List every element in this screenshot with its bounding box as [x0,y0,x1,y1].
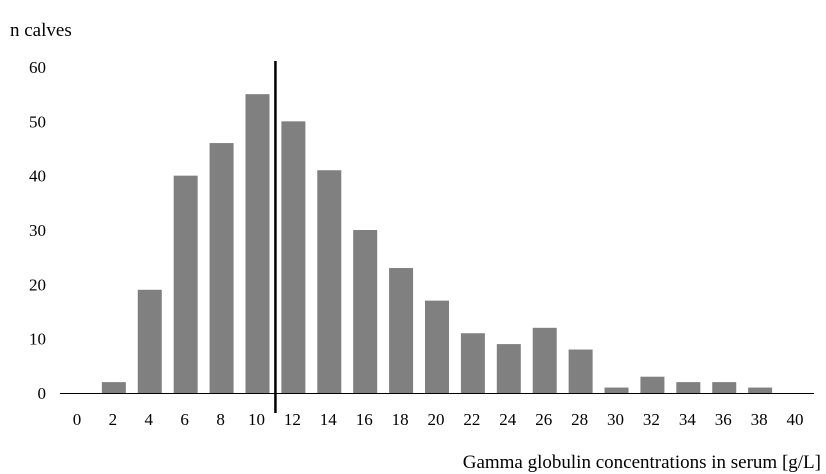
bar [389,268,414,393]
bar [425,300,449,393]
bars [101,94,773,394]
x-axis-label: Gamma globulin concentrations in serum [… [463,452,821,473]
x-tick-label: 38 [751,410,768,429]
x-tick-label: 6 [180,410,189,429]
y-tick-label: 20 [29,275,46,294]
x-tick-label: 0 [73,410,82,429]
bar [568,349,593,393]
x-tick-label: 4 [145,410,154,429]
y-axis-label: n calves [10,20,72,41]
x-axis-ticks: 0 2 4 6 8 10 12 14 16 18 20 22 24 26 28 30 32 34 36 38 40 [73,410,804,429]
x-tick-label: 30 [607,410,624,429]
bar [532,327,557,393]
bar [496,344,521,393]
x-tick-label: 26 [535,410,552,429]
bar [209,143,234,393]
bar [640,376,665,393]
y-tick-label: 10 [29,330,46,349]
x-tick-label: 34 [679,410,697,429]
y-tick-label: 40 [29,167,46,186]
y-tick-label: 50 [29,112,46,131]
bar [712,382,737,393]
x-tick-label: 18 [392,410,409,429]
bar [676,382,701,393]
x-tick-label: 2 [109,410,118,429]
x-tick-label: 40 [787,410,804,429]
x-tick-label: 22 [463,410,480,429]
bar [173,175,198,393]
x-tick-label: 28 [571,410,588,429]
x-tick-label: 20 [428,410,445,429]
x-tick-label: 36 [715,410,732,429]
x-tick-label: 14 [320,410,338,429]
bar [245,94,270,394]
y-tick-label: 60 [29,58,46,77]
x-tick-label: 10 [248,410,265,429]
bar [604,387,629,393]
bar [748,387,773,393]
bar [353,230,378,393]
bar [137,289,162,393]
x-tick-label: 8 [216,410,225,429]
bar [460,333,485,393]
x-tick-label: 16 [356,410,373,429]
bar [317,170,342,393]
bar [101,382,126,393]
y-tick-label: 30 [29,221,46,240]
bar [281,121,306,393]
x-tick-label: 32 [643,410,660,429]
y-axis-ticks: 0 10 20 30 40 50 60 [29,58,46,403]
y-tick-label: 0 [38,384,47,403]
x-tick-label: 24 [499,410,517,429]
x-tick-label: 12 [284,410,301,429]
